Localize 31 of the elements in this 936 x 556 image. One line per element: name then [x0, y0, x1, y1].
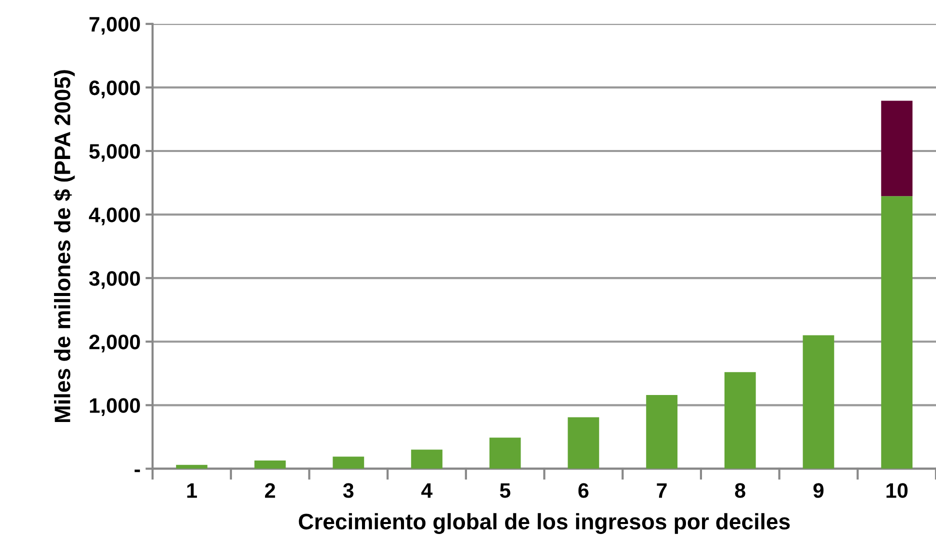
- bar: [489, 438, 521, 469]
- bar: [411, 450, 442, 469]
- x-tick-label: 5: [500, 483, 510, 498]
- bar: [176, 464, 208, 469]
- x-tick-label: 9: [813, 483, 824, 498]
- bar: [646, 395, 678, 469]
- bar: [568, 417, 600, 469]
- y-tick-label: 7,000: [90, 16, 140, 35]
- x-tick-label: 1: [187, 483, 197, 498]
- y-tick-label: 6,000: [89, 80, 140, 98]
- bar: [332, 456, 364, 469]
- x-tick-label: 7: [656, 483, 667, 498]
- bar: [724, 372, 756, 469]
- bar: [881, 196, 912, 469]
- x-axis-title: Crecimiento global de los ingresos por deciles: [298, 513, 790, 534]
- x-tick-label: 10: [886, 483, 908, 498]
- x-tick-label: 6: [578, 483, 588, 498]
- x-tick-label: 3: [343, 483, 354, 498]
- y-tick-label: 3,000: [89, 271, 140, 289]
- x-tick-label: 4: [421, 483, 432, 498]
- y-tick-label: 4,000: [88, 208, 140, 226]
- bar: [802, 335, 834, 469]
- y-tick-label: 5,000: [89, 144, 140, 162]
- y-axis-title: Miles de millones de $ (PPA 2005): [54, 70, 75, 422]
- y-tick-label: -: [134, 470, 140, 472]
- bar: [254, 460, 286, 469]
- y-tick-label: 1,000: [90, 398, 140, 416]
- bar: [881, 100, 912, 196]
- x-tick-label: 8: [735, 483, 746, 498]
- y-tick-label: 2,000: [89, 334, 140, 352]
- x-tick-label: 2: [265, 483, 276, 498]
